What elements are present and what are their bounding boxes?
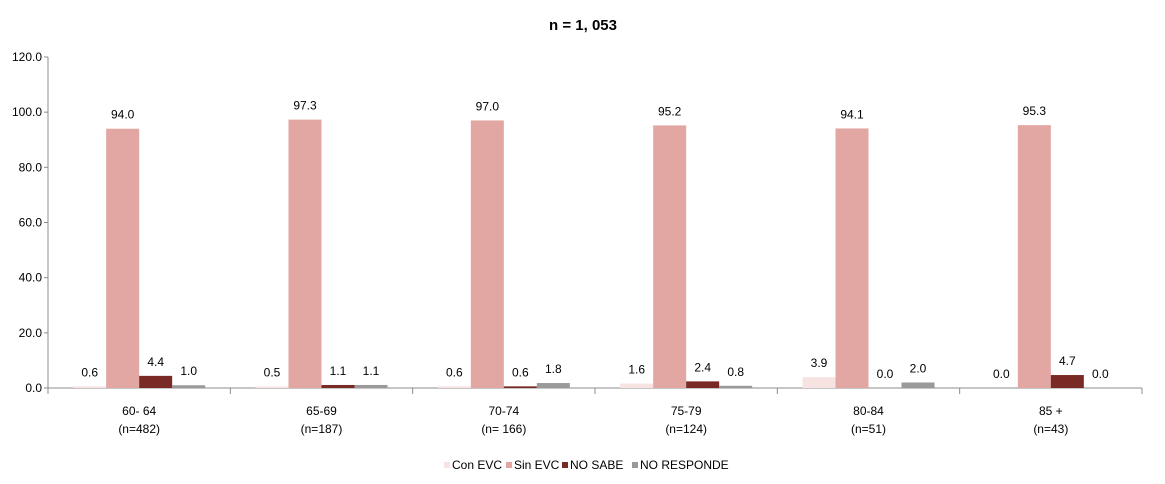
bar xyxy=(835,128,869,388)
x-tick-label: 80-84 xyxy=(853,404,884,418)
data-label: 0.5 xyxy=(264,366,281,380)
data-label: 1.1 xyxy=(363,364,380,378)
data-label: 4.4 xyxy=(147,355,164,369)
data-label: 2.0 xyxy=(910,361,927,375)
bar xyxy=(106,128,140,388)
x-axis-labels: 60- 64 (n=482) 65-69 (n=187) 70-74 (n= 166) 75… xyxy=(118,404,1068,436)
x-tick-label: 65-69 xyxy=(306,404,337,418)
bar xyxy=(354,384,388,388)
data-label: 95.3 xyxy=(1023,104,1047,118)
data-label: 3.9 xyxy=(811,356,828,370)
x-tick-label: 85 + xyxy=(1039,404,1063,418)
data-label: 0.6 xyxy=(81,365,98,379)
y-tick-label: 60.0 xyxy=(19,216,43,230)
x-tick-label: (n=124) xyxy=(665,422,707,436)
y-tick-label: 20.0 xyxy=(19,326,43,340)
value-labels: 0.6 94.0 4.4 1.0 0.5 97.3 1.1 1.1 0.6 97.0 0.6 1.8 1… xyxy=(81,99,1109,381)
bar xyxy=(686,381,720,388)
legend-label: Con EVC xyxy=(452,458,502,472)
axes: 0.0 20.0 40.0 60.0 80.0 100.0 120.0 xyxy=(12,50,1143,395)
legend-label: NO RESPONDE xyxy=(640,458,729,472)
data-label: 97.3 xyxy=(293,99,317,113)
legend-swatch xyxy=(506,462,512,468)
legend-swatch xyxy=(632,462,638,468)
data-label: 1.0 xyxy=(180,364,197,378)
y-tick-label: 80.0 xyxy=(19,160,43,174)
legend-label: Sin EVC xyxy=(514,458,560,472)
bar xyxy=(1050,375,1084,388)
legend-swatch xyxy=(444,462,450,468)
chart-title: n = 1, 053 xyxy=(549,17,617,34)
y-tick-label: 100.0 xyxy=(12,105,42,119)
x-tick-label: (n=187) xyxy=(301,422,343,436)
bar xyxy=(470,120,504,389)
bar xyxy=(139,375,173,388)
data-label: 0.0 xyxy=(877,367,894,381)
data-label: 0.0 xyxy=(993,367,1010,381)
data-label: 0.6 xyxy=(512,365,529,379)
data-label: 0.6 xyxy=(446,365,463,379)
data-label: 1.8 xyxy=(545,362,562,376)
bar xyxy=(901,382,935,388)
y-tick-label: 0.0 xyxy=(25,381,42,395)
bar xyxy=(288,119,322,388)
data-label: 2.4 xyxy=(694,360,711,374)
x-tick-label: 60- 64 xyxy=(122,404,156,418)
bar xyxy=(653,125,687,388)
data-label: 94.1 xyxy=(840,107,864,121)
y-tick-label: 40.0 xyxy=(19,271,43,285)
bar xyxy=(620,383,654,388)
x-tick-label: (n=51) xyxy=(851,422,886,436)
bar xyxy=(719,385,753,388)
data-label: 0.8 xyxy=(727,365,744,379)
bar xyxy=(503,386,537,388)
bar xyxy=(536,383,570,388)
bar xyxy=(73,386,107,388)
legend-swatch xyxy=(562,462,568,468)
data-label: 97.0 xyxy=(476,99,500,113)
data-label: 0.0 xyxy=(1092,367,1109,381)
data-label: 1.1 xyxy=(330,364,347,378)
legend: Con EVC Sin EVC NO SABE NO RESPONDE xyxy=(444,458,729,472)
x-tick-label: (n= 166) xyxy=(481,422,526,436)
bar xyxy=(802,377,836,388)
x-tick-label: 75-79 xyxy=(671,404,702,418)
legend-label: NO SABE xyxy=(570,458,623,472)
data-label: 94.0 xyxy=(111,108,135,122)
bar xyxy=(437,386,471,388)
data-label: 1.6 xyxy=(628,363,645,377)
data-label: 4.7 xyxy=(1059,354,1076,368)
bar xyxy=(172,385,206,388)
x-tick-label: 70-74 xyxy=(488,404,519,418)
data-label: 95.2 xyxy=(658,104,682,118)
bar xyxy=(255,386,289,388)
x-tick-label: (n=482) xyxy=(118,422,160,436)
y-tick-label: 120.0 xyxy=(12,50,42,64)
bar xyxy=(1017,125,1051,389)
bars xyxy=(73,119,1084,389)
bar xyxy=(321,384,355,388)
x-tick-label: (n=43) xyxy=(1033,422,1068,436)
